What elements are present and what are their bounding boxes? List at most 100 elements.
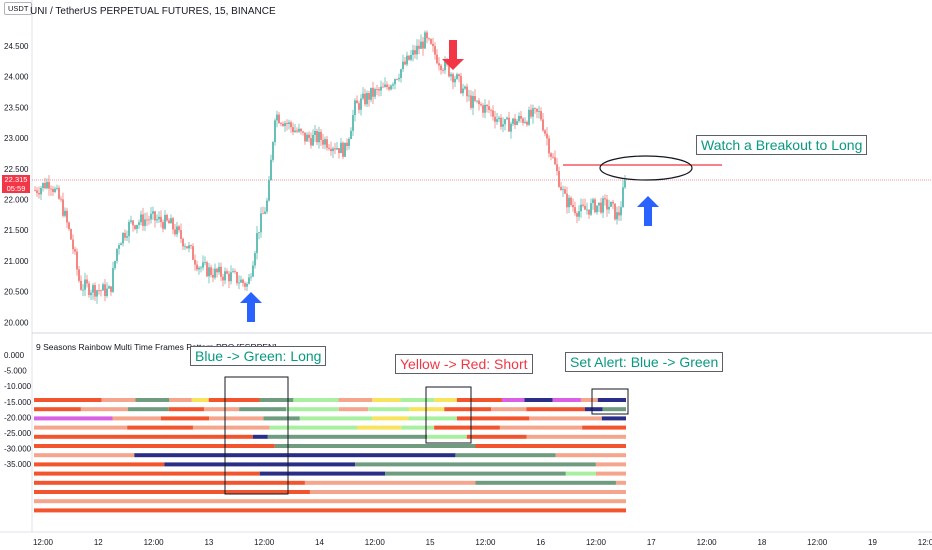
candle-body <box>468 95 470 97</box>
candle-body <box>62 199 64 216</box>
candle-body <box>422 41 424 49</box>
candle-body <box>624 180 626 188</box>
price-tick-label: 20.000 <box>4 318 29 327</box>
candle-body <box>160 216 162 223</box>
candle-body <box>494 116 496 122</box>
candle-body <box>542 119 544 131</box>
candle-body <box>548 138 550 154</box>
candle-body <box>616 212 618 220</box>
rainbow-segment <box>34 499 626 504</box>
time-tick-label: 12:00 <box>918 538 932 547</box>
candle-body <box>220 266 222 277</box>
candle-body <box>512 118 514 124</box>
rainbow-segment <box>552 398 581 402</box>
rainbow-segment <box>34 398 102 402</box>
candle-body <box>214 268 216 278</box>
candle-body <box>226 271 228 274</box>
candle-body <box>350 130 352 140</box>
candle-body <box>562 189 564 191</box>
rainbow-segment <box>134 453 456 458</box>
candle-body <box>486 104 488 107</box>
candle-body <box>406 55 408 65</box>
rainbow-segment <box>209 416 264 421</box>
candle-body <box>464 86 466 89</box>
candle-body <box>44 182 46 189</box>
time-tick-label: 12:00 <box>475 538 496 547</box>
long-callout: Blue -> Green: Long <box>190 346 327 366</box>
currency-badge[interactable]: USDT <box>4 2 33 15</box>
candle-body <box>472 96 474 108</box>
candle-body <box>388 86 390 90</box>
candle-body <box>528 109 530 125</box>
candle-body <box>504 119 506 125</box>
candle-body <box>564 189 566 194</box>
time-tick-label: 12:00 <box>807 538 828 547</box>
candle-body <box>378 89 380 91</box>
candle-body <box>356 100 358 104</box>
candle-body <box>496 119 498 122</box>
short-callout: Yellow -> Red: Short <box>395 354 533 374</box>
candle-body <box>156 219 158 221</box>
candle-body <box>332 148 334 152</box>
rainbow-segment <box>385 471 566 476</box>
rainbow-segment <box>192 425 270 430</box>
rainbow-segment <box>401 425 435 430</box>
rainbow-segment <box>584 407 603 412</box>
candle-body <box>452 74 454 83</box>
candle-body <box>586 209 588 211</box>
candle-body <box>236 272 238 284</box>
candle-body <box>538 111 540 112</box>
candle-body <box>590 203 592 215</box>
indicator-tick-label: -10.000 <box>4 382 32 391</box>
candle-body <box>78 269 80 281</box>
time-tick-label: 12:00 <box>144 538 165 547</box>
time-tick-label: 13 <box>204 538 213 547</box>
candle-body <box>514 118 516 125</box>
candle-body <box>278 114 280 124</box>
candle-body <box>180 230 182 239</box>
rainbow-segment <box>355 462 596 467</box>
candle-body <box>526 121 528 125</box>
candle-body <box>606 199 608 210</box>
candle-body <box>196 264 198 270</box>
candle-body <box>368 93 370 100</box>
candle-body <box>138 222 140 225</box>
candle-body <box>476 100 478 102</box>
candle-body <box>318 131 320 143</box>
candle-body <box>134 225 136 229</box>
candle-body <box>386 84 388 87</box>
candle-body <box>90 292 92 296</box>
candle-body <box>556 164 558 172</box>
candle-body <box>56 187 58 189</box>
candle-body <box>202 262 204 268</box>
candle-body <box>266 200 268 212</box>
candle-body <box>462 88 464 94</box>
price-tick-label: 23.500 <box>4 103 29 112</box>
candle-body <box>170 218 172 224</box>
candle-body <box>114 260 116 269</box>
candle-body <box>348 139 350 146</box>
candle-body <box>418 45 420 49</box>
countdown: 05:59 <box>6 184 26 193</box>
candle-body <box>260 213 262 233</box>
rainbow-segment <box>565 471 596 476</box>
rainbow-segment <box>34 480 305 485</box>
candle-body <box>142 214 144 226</box>
candle-body <box>136 224 138 229</box>
price-tick-label: 22.500 <box>4 165 29 174</box>
candle-body <box>440 65 442 71</box>
time-tick-label: 12:00 <box>33 538 54 547</box>
candle-body <box>600 202 602 213</box>
time-tick-label: 18 <box>757 538 766 547</box>
candle-body <box>554 157 556 165</box>
rainbow-segment <box>191 398 209 402</box>
candle-body <box>146 219 148 221</box>
rainbow-segment <box>168 407 204 412</box>
candle-body <box>290 122 292 128</box>
candle-body <box>34 190 36 192</box>
rainbow-segment <box>267 434 428 439</box>
candle-body <box>80 280 82 290</box>
candle-body <box>218 266 220 273</box>
rainbow-segment <box>252 434 268 439</box>
